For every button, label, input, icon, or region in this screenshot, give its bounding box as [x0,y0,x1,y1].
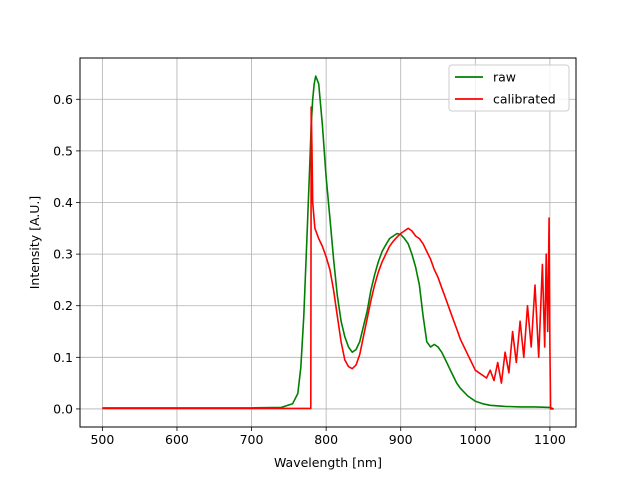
y-tick-label: 0.6 [53,92,73,107]
series-layer [102,75,554,410]
series-line-raw [102,75,554,410]
x-axis-label: Wavelength [nm] [274,455,382,470]
y-tick-label: 0.5 [53,143,73,158]
y-tick-label: 0.3 [53,247,73,262]
x-tick-label: 900 [389,432,413,447]
legend-label-raw: raw [493,70,516,85]
plot-frame [79,57,577,428]
y-tick-label: 0.4 [53,195,73,210]
x-tick-label: 700 [240,432,264,447]
x-tick-label: 800 [314,432,338,447]
y-tick-label: 0.0 [53,401,73,416]
x-tick-label: 1000 [459,432,491,447]
x-tick-label: 500 [90,432,114,447]
x-tick-label: 1100 [534,432,566,447]
grid-lines [80,58,576,427]
x-tick-label: 600 [165,432,189,447]
y-axis-label: Intensity [A.U.] [27,196,42,290]
series-line-calibrated [102,106,554,410]
y-tick-label: 0.1 [53,350,73,365]
legend-label-calibrated: calibrated [493,92,556,107]
y-tick-label: 0.2 [53,298,73,313]
legend: raw calibrated [448,64,570,112]
axis-ticks: 500 600 700 800 900 1000 1100 0.0 0.1 0.2 0.3 0.4 0.… [53,92,566,447]
